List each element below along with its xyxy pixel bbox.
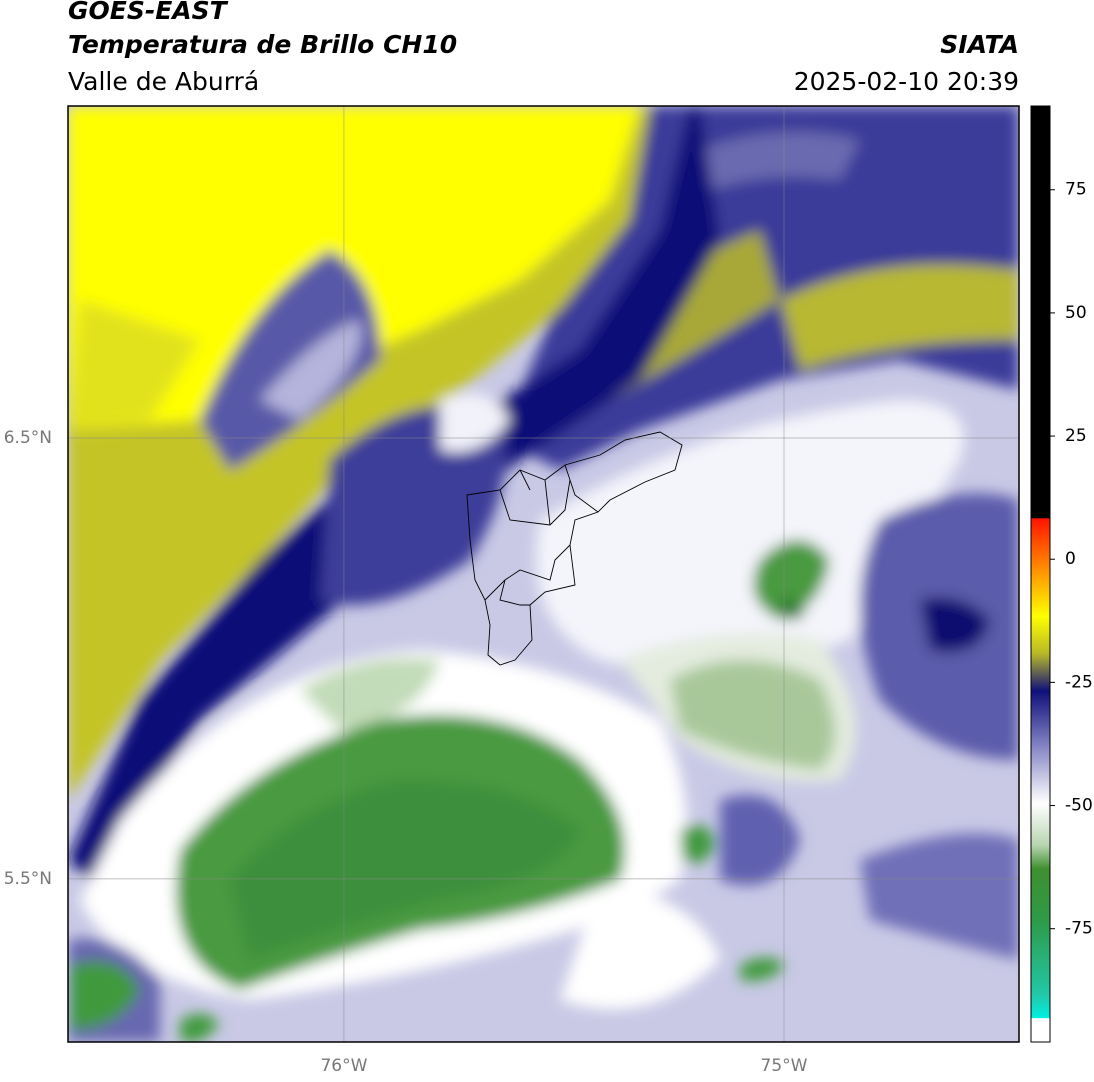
colorbar-tick-label: 0: [1065, 549, 1076, 569]
colorbar-tick-label: -50: [1065, 796, 1093, 816]
colorbar-tick-label: -75: [1065, 919, 1093, 939]
y-tick-label: 6.5°N: [4, 428, 52, 448]
source: SIATA: [940, 30, 1019, 59]
colorbar-tick-label: 75: [1065, 180, 1087, 200]
timestamp: 2025-02-10 20:39: [794, 67, 1019, 96]
map-frame: [67, 105, 1020, 1043]
region: Valle de Aburrá: [68, 67, 259, 96]
colorbar-tick-label: -25: [1065, 672, 1093, 692]
title: GOES-EAST: [68, 0, 229, 25]
subtitle: Temperatura de Brillo CH10: [68, 30, 457, 59]
x-tick-label: 76°W: [320, 1056, 367, 1076]
colorbar-tick-label: 25: [1065, 426, 1087, 446]
y-tick-label: 5.5°N: [4, 869, 52, 889]
colorbar: [1030, 105, 1051, 1043]
x-tick-label: 75°W: [761, 1056, 808, 1076]
colorbar-tick-label: 50: [1065, 303, 1087, 323]
municipal-boundaries: [466, 431, 683, 666]
satellite-image: [68, 106, 1019, 1042]
